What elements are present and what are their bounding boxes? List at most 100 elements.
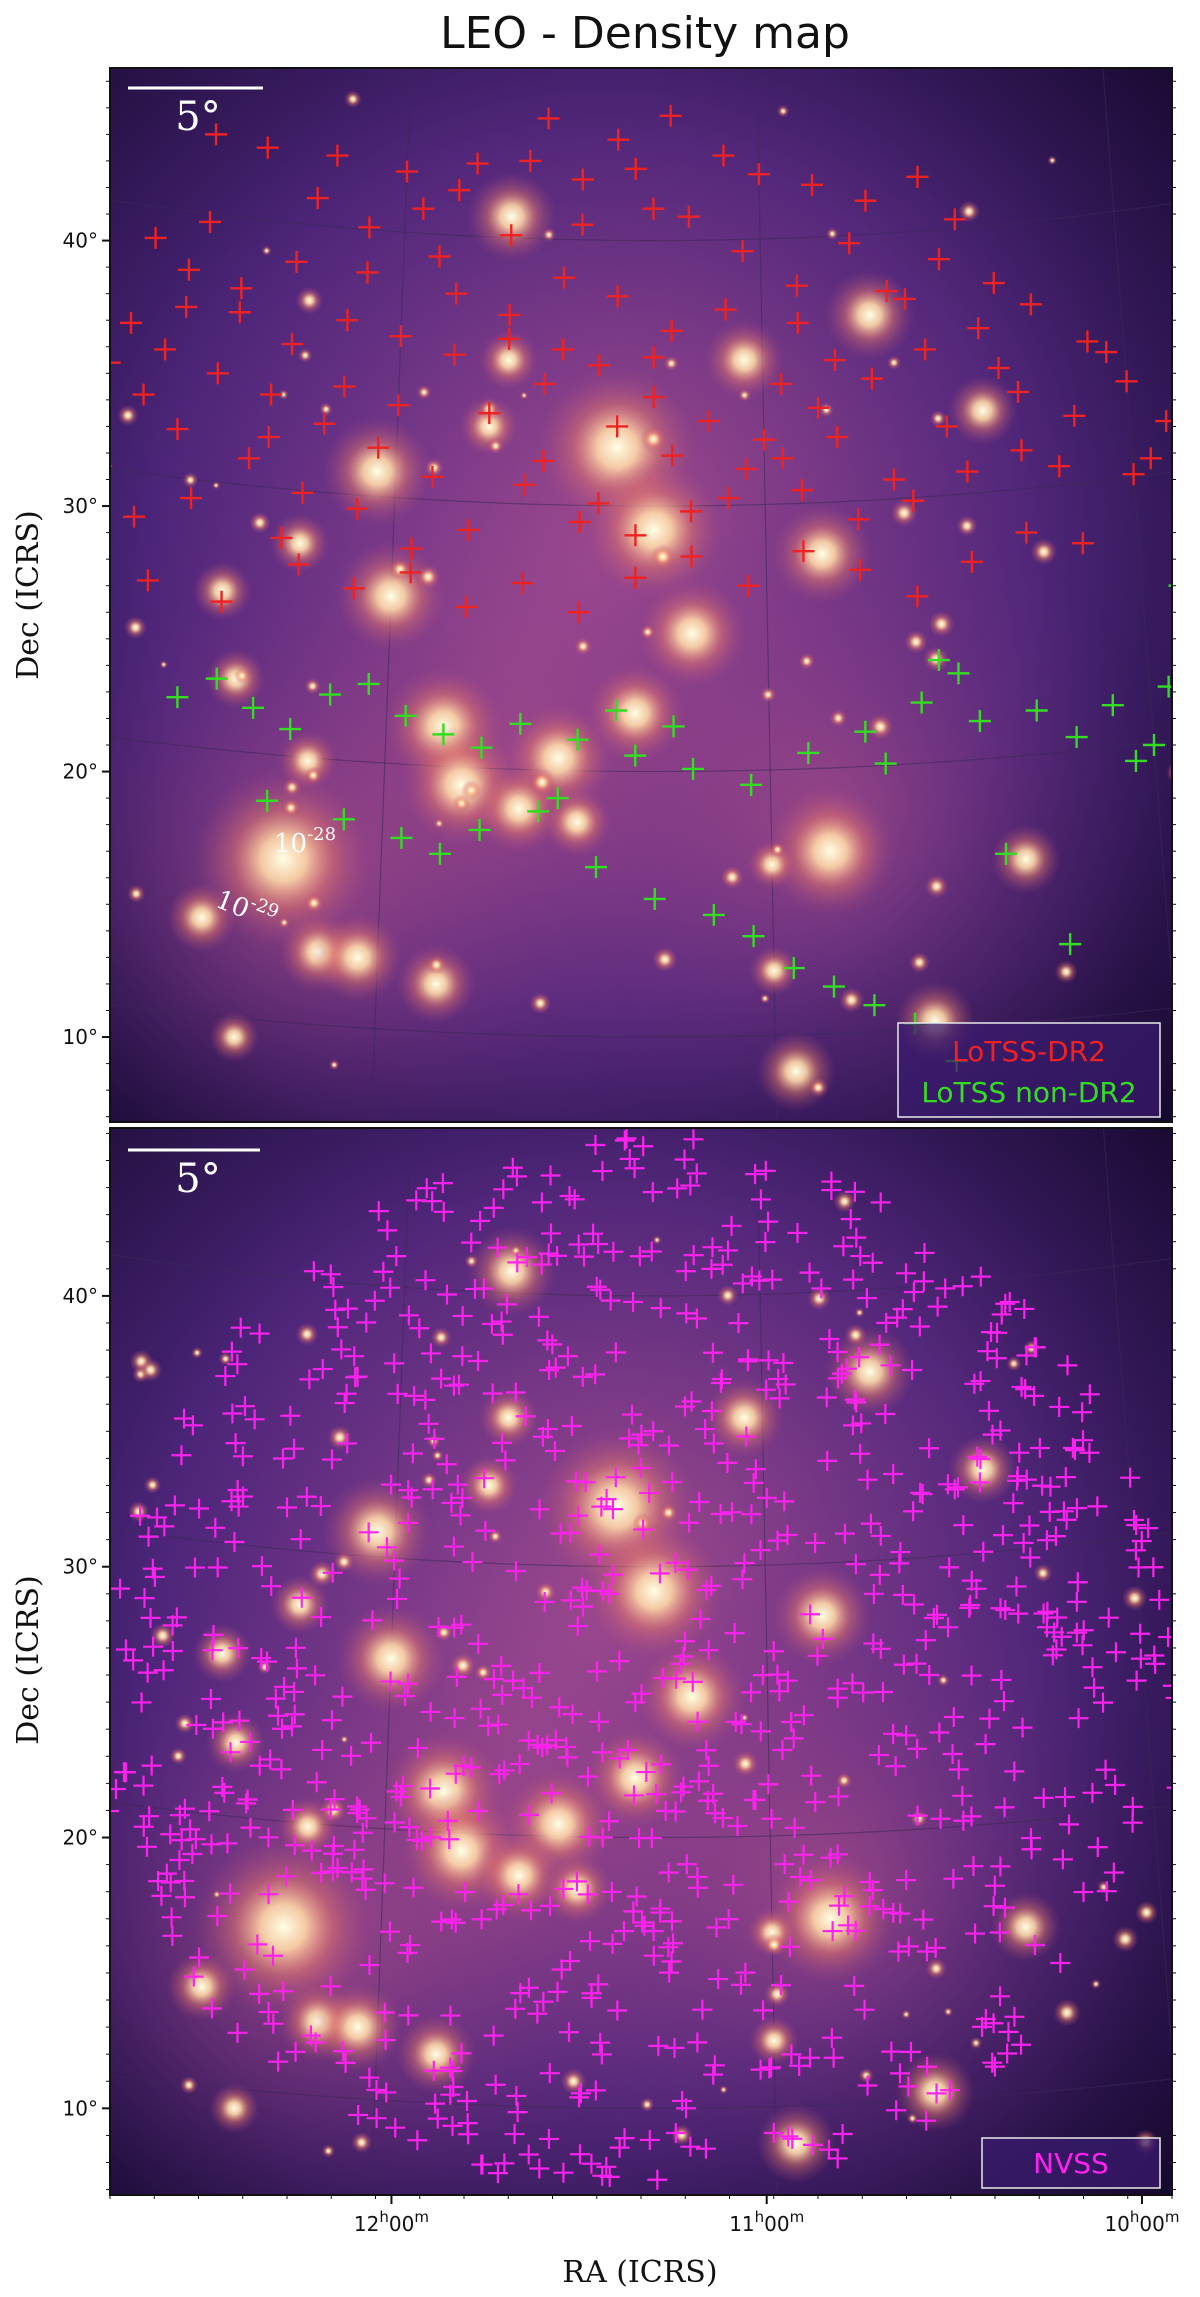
- density-peak: [541, 786, 612, 857]
- marker-nvss: [789, 2055, 810, 2076]
- marker-nvss: [633, 1519, 654, 1540]
- marker-nvss: [420, 1778, 441, 1799]
- marker-nvss: [207, 1905, 228, 1926]
- marker-nvss: [1165, 1696, 1172, 1700]
- marker-nvss: [115, 1762, 136, 1783]
- marker-nvss: [312, 1739, 333, 1760]
- marker-nvss: [282, 1799, 303, 1820]
- marker-lotss-dr2: [70, 471, 92, 493]
- marker-lotss-dr2: [849, 558, 872, 581]
- marker-nvss: [474, 1468, 495, 1489]
- marker-nvss: [755, 1232, 776, 1253]
- density-peak-small: [908, 951, 931, 974]
- marker-nvss: [303, 1261, 324, 1282]
- marker-nvss: [818, 2139, 839, 2160]
- marker-nvss: [819, 1329, 840, 1350]
- marker-nvss: [398, 1512, 419, 1533]
- marker-nvss: [487, 1237, 508, 1258]
- marker-nvss: [929, 1722, 950, 1743]
- marker-lotss-non-dr2: [1059, 933, 1082, 956]
- marker-nvss: [1032, 1475, 1053, 1496]
- marker-lotss-dr2: [606, 415, 629, 438]
- marker-nvss: [322, 1562, 343, 1583]
- marker-lotss-dr2: [1019, 293, 1042, 316]
- marker-nvss: [144, 1566, 165, 1587]
- marker-lotss-dr2: [606, 285, 629, 308]
- density-peak-small: [764, 1981, 791, 2008]
- grid-line-dec: [110, 1004, 1172, 1038]
- density-peak: [336, 1603, 447, 1714]
- marker-nvss: [1126, 1515, 1147, 1536]
- series-lotss-dr2: [70, 104, 1172, 624]
- marker-nvss: [505, 1998, 526, 2019]
- marker-lotss-dr2: [396, 160, 419, 183]
- marker-nvss: [529, 1662, 550, 1683]
- marker-nvss: [280, 1405, 301, 1426]
- density-peak-small: [844, 1323, 867, 1347]
- density-peak: [322, 416, 433, 527]
- marker-nvss: [939, 1557, 960, 1578]
- marker-nvss: [384, 1550, 405, 1571]
- marker-nvss: [1011, 1376, 1032, 1397]
- marker-nvss: [984, 1875, 1005, 1896]
- marker-nvss: [743, 1472, 764, 1493]
- marker-nvss: [859, 1871, 880, 1892]
- marker-nvss: [1162, 1675, 1172, 1696]
- density-peak: [459, 396, 520, 457]
- marker-nvss: [692, 1999, 713, 2020]
- marker-nvss: [829, 1895, 850, 1916]
- marker-nvss: [907, 1805, 928, 1826]
- marker-nvss: [961, 1570, 982, 1591]
- marker-nvss: [617, 1739, 638, 1760]
- density-peak: [585, 663, 686, 764]
- marker-nvss: [1138, 1518, 1159, 1539]
- marker-nvss: [756, 1487, 777, 1508]
- marker-lotss-dr2: [982, 272, 1005, 295]
- marker-nvss: [234, 1396, 255, 1417]
- bottom-legend-box: [981, 2137, 1161, 2189]
- marker-nvss: [674, 1149, 695, 1170]
- marker-nvss: [1073, 1620, 1094, 1641]
- density-peak: [396, 943, 477, 1024]
- marker-nvss: [491, 1311, 512, 1332]
- density-peak-small: [261, 245, 272, 256]
- top-scalebar-label: 5°: [175, 94, 220, 140]
- marker-nvss: [1145, 1653, 1166, 1674]
- marker-nvss: [902, 1359, 923, 1380]
- marker-nvss: [431, 1911, 452, 1932]
- marker-nvss: [827, 2148, 848, 2169]
- density-peak-small: [1121, 1585, 1148, 1611]
- marker-lotss-dr2: [123, 505, 146, 528]
- marker-nvss: [953, 1810, 974, 1831]
- marker-nvss: [811, 1278, 832, 1299]
- marker-nvss: [565, 1471, 586, 1492]
- marker-nvss: [676, 1303, 697, 1324]
- density-peak-small: [420, 1471, 438, 1489]
- marker-nvss: [217, 1833, 238, 1854]
- density-peak-small: [1166, 762, 1172, 783]
- marker-lotss-dr2: [358, 216, 381, 239]
- marker-nvss: [441, 1492, 462, 1513]
- marker-nvss: [915, 1630, 936, 1651]
- marker-lotss-dr2: [180, 487, 203, 510]
- marker-nvss: [545, 1730, 566, 1751]
- marker-nvss: [327, 1317, 348, 1338]
- marker-nvss: [607, 2000, 628, 2021]
- marker-nvss: [844, 1389, 865, 1410]
- marker-nvss: [265, 1688, 286, 1709]
- density-peak-small: [928, 610, 955, 638]
- density-peak: [749, 945, 800, 996]
- marker-nvss: [494, 2153, 515, 2174]
- marker-nvss: [202, 1718, 223, 1739]
- density-peak-small: [304, 893, 324, 913]
- marker-nvss: [468, 1350, 489, 1371]
- marker-nvss: [222, 1403, 243, 1424]
- density-peak-small: [854, 1307, 865, 1318]
- marker-nvss: [648, 2035, 669, 2056]
- marker-nvss: [284, 1438, 305, 1459]
- marker-nvss: [402, 1443, 423, 1464]
- marker-nvss: [249, 1983, 270, 2004]
- marker-nvss: [273, 1981, 294, 2002]
- marker-nvss: [220, 1742, 241, 1763]
- marker-lotss-dr2: [860, 367, 883, 390]
